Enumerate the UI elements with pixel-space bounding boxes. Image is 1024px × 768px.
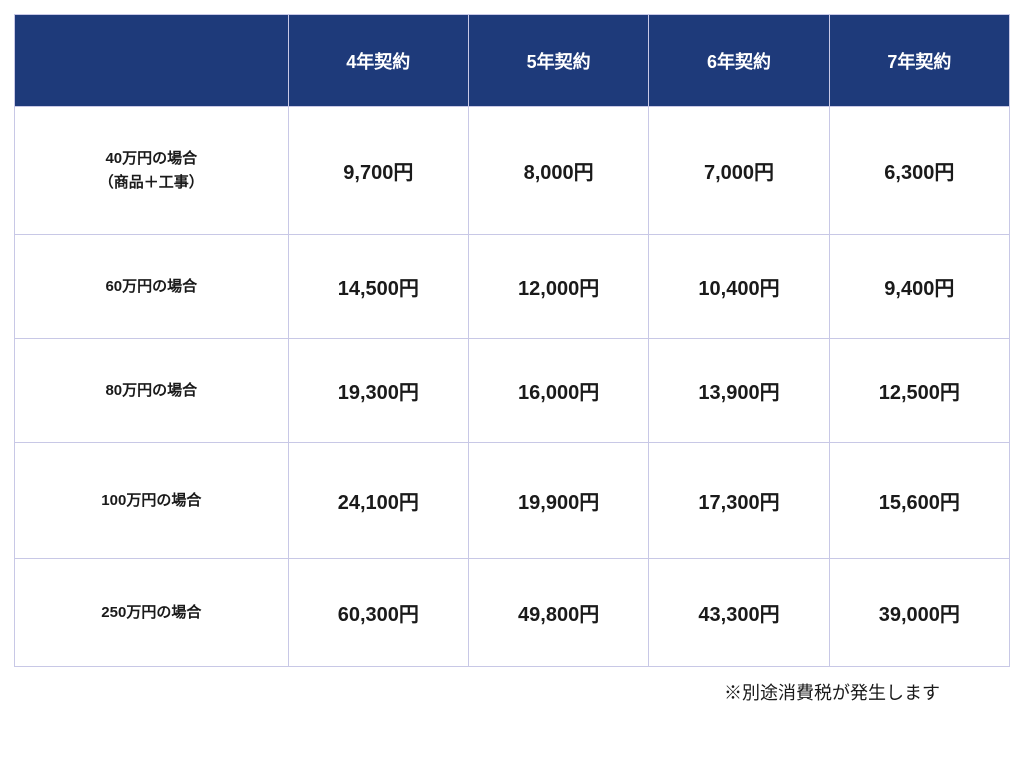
- row-label: 250万円の場合: [15, 559, 289, 667]
- header-empty-cell: [15, 15, 289, 107]
- row-label: 40万円の場合（商品＋工事）: [15, 107, 289, 235]
- row-value: 8,000円: [468, 107, 648, 235]
- header-col-0: 4年契約: [288, 15, 468, 107]
- row-value: 43,300円: [649, 559, 829, 667]
- row-value: 19,300円: [288, 339, 468, 443]
- table-row: 250万円の場合 60,300円 49,800円 43,300円 39,000円: [15, 559, 1010, 667]
- tax-footnote: ※別途消費税が発生します: [14, 667, 1010, 705]
- row-value: 9,400円: [829, 235, 1009, 339]
- row-value: 49,800円: [468, 559, 648, 667]
- row-value: 12,500円: [829, 339, 1009, 443]
- row-value: 15,600円: [829, 443, 1009, 559]
- row-value: 60,300円: [288, 559, 468, 667]
- row-value: 12,000円: [468, 235, 648, 339]
- row-value: 13,900円: [649, 339, 829, 443]
- row-label: 60万円の場合: [15, 235, 289, 339]
- row-value: 6,300円: [829, 107, 1009, 235]
- row-label: 100万円の場合: [15, 443, 289, 559]
- row-value: 17,300円: [649, 443, 829, 559]
- row-value: 9,700円: [288, 107, 468, 235]
- header-col-3: 7年契約: [829, 15, 1009, 107]
- table-header-row: 4年契約 5年契約 6年契約 7年契約: [15, 15, 1010, 107]
- row-value: 19,900円: [468, 443, 648, 559]
- table-row: 40万円の場合（商品＋工事） 9,700円 8,000円 7,000円 6,30…: [15, 107, 1010, 235]
- row-label: 80万円の場合: [15, 339, 289, 443]
- header-col-1: 5年契約: [468, 15, 648, 107]
- row-value: 10,400円: [649, 235, 829, 339]
- row-value: 24,100円: [288, 443, 468, 559]
- row-value: 7,000円: [649, 107, 829, 235]
- header-col-2: 6年契約: [649, 15, 829, 107]
- table-row: 60万円の場合 14,500円 12,000円 10,400円 9,400円: [15, 235, 1010, 339]
- table-row: 100万円の場合 24,100円 19,900円 17,300円 15,600円: [15, 443, 1010, 559]
- row-value: 14,500円: [288, 235, 468, 339]
- row-value: 39,000円: [829, 559, 1009, 667]
- table-row: 80万円の場合 19,300円 16,000円 13,900円 12,500円: [15, 339, 1010, 443]
- row-value: 16,000円: [468, 339, 648, 443]
- pricing-table: 4年契約 5年契約 6年契約 7年契約 40万円の場合（商品＋工事） 9,700…: [14, 14, 1010, 667]
